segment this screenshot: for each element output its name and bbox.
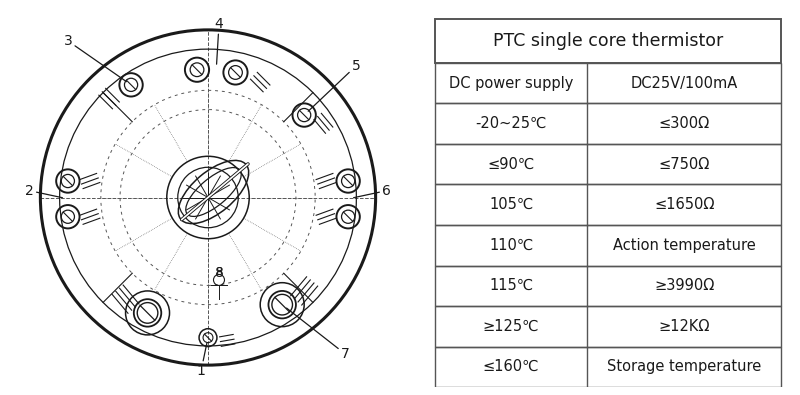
Text: ≤300Ω: ≤300Ω [658,116,710,131]
Text: ≤750Ω: ≤750Ω [658,157,710,172]
Text: 115℃: 115℃ [489,278,534,293]
Text: 8: 8 [215,267,222,276]
Text: 1: 1 [197,343,207,378]
Text: 105℃: 105℃ [489,197,534,212]
Text: ≥12KΩ: ≥12KΩ [658,319,710,334]
Text: 6: 6 [354,184,391,198]
Text: DC power supply: DC power supply [449,76,574,90]
Text: PTC single core thermistor: PTC single core thermistor [493,32,723,50]
Text: ≤1650Ω: ≤1650Ω [654,197,714,212]
Text: 7: 7 [286,308,350,361]
Text: 110℃: 110℃ [489,238,534,253]
Text: ≤90℃: ≤90℃ [487,157,534,172]
Text: Storage temperature: Storage temperature [607,359,762,374]
Text: -20~25℃: -20~25℃ [475,116,547,131]
Text: 3: 3 [63,34,126,82]
Text: ≥3990Ω: ≥3990Ω [654,278,714,293]
Text: 2: 2 [25,184,62,198]
Text: Action temperature: Action temperature [613,238,755,253]
Text: ≥125℃: ≥125℃ [483,319,539,334]
Text: DC25V/100mA: DC25V/100mA [630,76,738,90]
Text: 4: 4 [214,17,223,64]
Text: 8: 8 [214,266,223,280]
Text: ≤160℃: ≤160℃ [483,359,539,374]
Text: 5: 5 [308,58,361,111]
